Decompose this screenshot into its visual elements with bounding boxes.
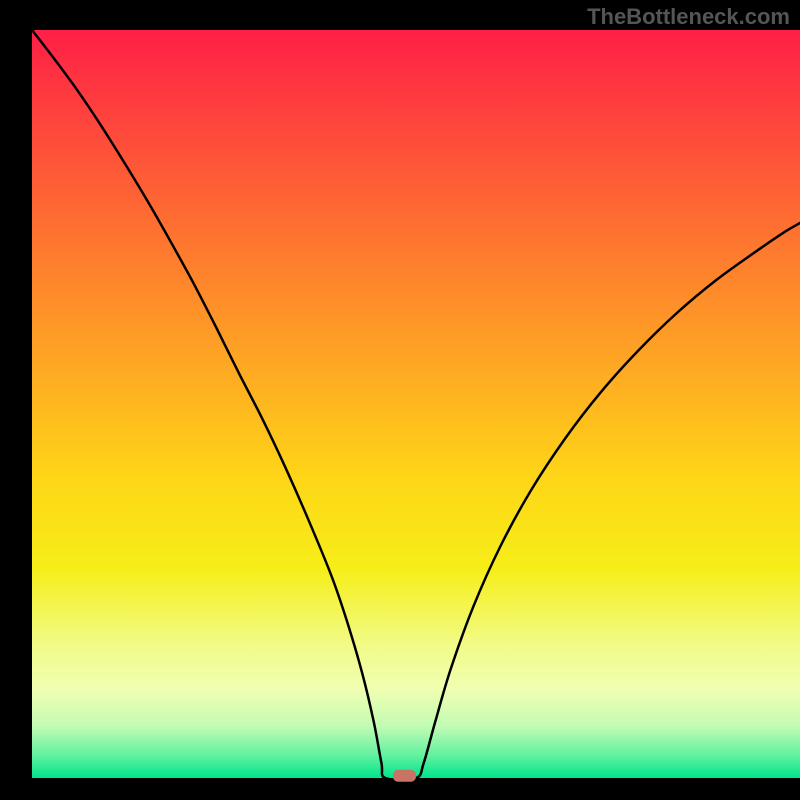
optimum-marker [393, 770, 416, 782]
plot-background [32, 30, 800, 778]
watermark-text: TheBottleneck.com [587, 4, 790, 30]
chart-canvas [0, 0, 800, 800]
bottleneck-chart: TheBottleneck.com [0, 0, 800, 800]
